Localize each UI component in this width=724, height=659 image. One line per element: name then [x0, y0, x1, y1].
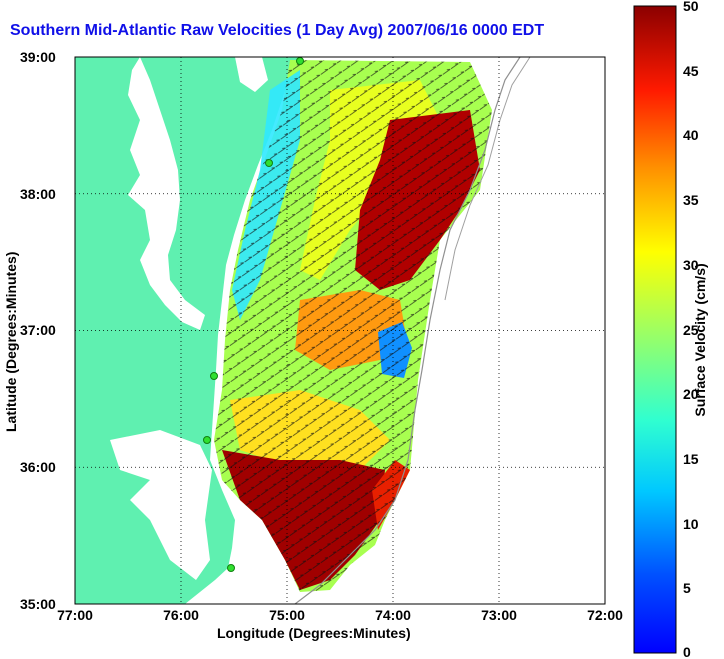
x-axis-label: Longitude (Degrees:Minutes) [217, 625, 411, 641]
y-axis-label: Latitude (Degrees:Minutes) [3, 251, 19, 432]
velocity-vectors [214, 60, 492, 592]
y-tick-label: 35:00 [20, 596, 56, 612]
x-tick-label: 75:00 [269, 607, 305, 623]
colorbar-tick-label: 45 [683, 63, 699, 79]
x-tick-label: 77:00 [57, 607, 93, 623]
delaware-bay [235, 57, 268, 92]
x-tick-label: 72:00 [587, 607, 623, 623]
colorbar-tick-label: 25 [683, 322, 699, 338]
plot-border [74, 56, 606, 605]
y-tick-label: 39:00 [20, 49, 56, 65]
x-tick-label: 73:00 [481, 607, 517, 623]
colorbar-tick-label: 20 [683, 386, 699, 402]
x-tick-label: 74:00 [375, 607, 411, 623]
colorbar-tick-label: 0 [683, 644, 691, 659]
y-tick-label: 38:00 [20, 186, 56, 202]
x-tick-label: 76:00 [163, 607, 199, 623]
y-tick-label: 36:00 [20, 459, 56, 475]
chesapeake-bay [128, 57, 205, 330]
colorbar-tick-label: 15 [683, 451, 699, 467]
shelf-contour [294, 57, 521, 604]
colorbar-tick-label: 5 [683, 580, 691, 596]
colorbar-tick-label: 10 [683, 516, 699, 532]
colorbar-tick-label: 50 [683, 0, 699, 14]
map-title: Southern Mid-Atlantic Raw Velocities (1 … [10, 22, 545, 39]
y-tick-label: 37:00 [20, 322, 56, 338]
colorbar-tick-label: 40 [683, 127, 699, 143]
shelf-contour-2 [444, 57, 531, 301]
colorbar-tick-label: 35 [683, 192, 699, 208]
colorbar-label: Surface Velocity (cm/s) [692, 263, 708, 417]
colorbar [633, 5, 677, 654]
grid-lines [75, 57, 605, 604]
colorbar-tick-label: 30 [683, 257, 699, 273]
